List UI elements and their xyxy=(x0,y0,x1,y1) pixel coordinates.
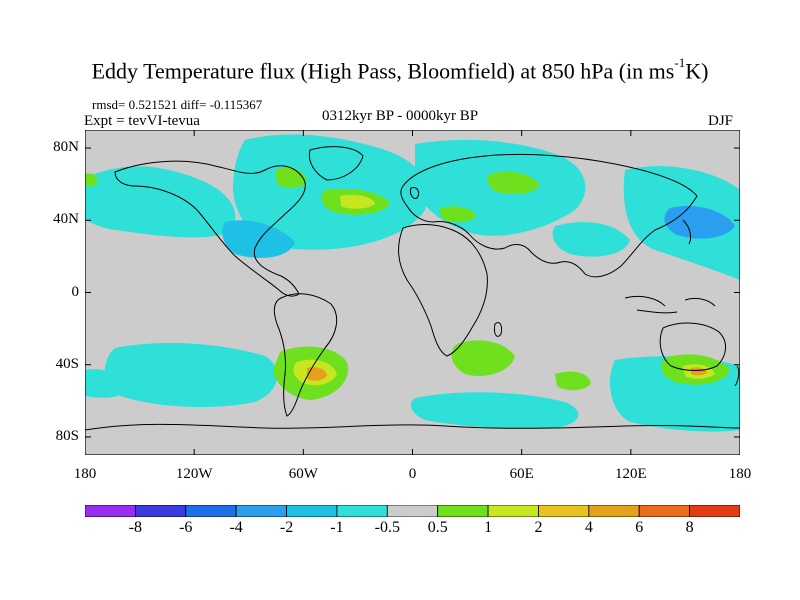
colorbar-swatch xyxy=(134,505,187,517)
colorbar-swatch xyxy=(538,505,590,517)
region-indian-ocean-green xyxy=(555,371,591,391)
region-north-america-lightblue xyxy=(222,220,295,258)
x-tick-label: 60E xyxy=(509,466,534,482)
colorbar-swatch xyxy=(235,505,287,517)
colorbar-swatch xyxy=(386,505,439,517)
coast-south-america xyxy=(273,293,338,417)
colorbar-label: -8 xyxy=(128,519,143,536)
stats-line: rmsd= 0.521521 diff= -0.115367 xyxy=(92,97,263,112)
coast-greenland xyxy=(308,146,364,181)
colorbar-label: 1 xyxy=(484,519,493,536)
region-south-indian-cyan xyxy=(410,392,579,429)
colorbar-swatch xyxy=(85,505,136,517)
colorbar-swatch xyxy=(638,505,691,517)
colorbar-label: -0.5 xyxy=(374,519,400,536)
x-tick-label: 120W xyxy=(175,466,213,482)
region-south-atlantic-orange xyxy=(307,367,327,381)
coast-uk xyxy=(410,187,420,199)
y-tick-label: 80N xyxy=(53,139,79,156)
colorbar-swatch xyxy=(689,505,740,517)
x-tick-label: 120E xyxy=(614,466,647,482)
colorbar-label: -1 xyxy=(330,519,344,536)
y-tick-label: 80S xyxy=(55,427,79,444)
colorbar-label: 6 xyxy=(635,519,644,536)
region-mediterranean-green xyxy=(440,206,477,223)
coast-africa xyxy=(398,224,488,357)
colorbar-label: 2 xyxy=(534,519,543,536)
coast-eurasia xyxy=(400,153,698,278)
coast-antarctica xyxy=(85,423,740,431)
region-south-africa-green xyxy=(451,340,515,376)
season-label: DJF xyxy=(708,113,734,129)
y-tick-label: 40S xyxy=(55,355,79,372)
map-plot xyxy=(85,130,740,455)
colorbar-swatch xyxy=(336,505,388,517)
coast-north-america xyxy=(114,160,306,297)
colorbar-label: -6 xyxy=(179,519,193,536)
coast-indonesia xyxy=(624,295,716,314)
x-tick-label: 0 xyxy=(408,466,417,482)
colorbar-label: 0.5 xyxy=(427,519,448,536)
x-tick-label: 180 xyxy=(73,466,97,482)
anomaly-field xyxy=(85,130,740,455)
tick-marks xyxy=(85,130,740,455)
coastlines xyxy=(85,146,740,431)
coast-new-zealand xyxy=(734,365,740,387)
x-tick-label: 60W xyxy=(288,466,318,482)
region-australia-orange xyxy=(691,367,707,376)
colorbar xyxy=(85,505,740,517)
colorbar-label: -2 xyxy=(279,519,294,536)
experiment-label: Expt = tevVI-tevua xyxy=(84,113,200,129)
colorbar-swatch xyxy=(588,505,640,517)
coast-madagascar xyxy=(494,321,502,337)
region-siberia-green xyxy=(487,171,540,195)
colorbar-swatch xyxy=(286,505,338,517)
colorbar-label: -4 xyxy=(229,519,243,536)
y-tick-label: 0 xyxy=(71,283,80,300)
colorbar-swatch xyxy=(487,505,539,517)
region-north-pacific-cyan xyxy=(85,166,236,238)
colorbar-label: 4 xyxy=(584,519,593,536)
region-east-asia-cyan xyxy=(552,222,630,257)
region-south-pacific-cyan xyxy=(104,342,278,408)
coast-japan xyxy=(682,219,692,245)
colorbar-swatch xyxy=(437,505,489,517)
colorbar-swatch xyxy=(185,505,237,517)
period-label: 0312kyr BP - 0000kyr BP xyxy=(322,108,479,124)
colorbar-label: 8 xyxy=(685,519,694,536)
region-south-pacific-cyan-2 xyxy=(85,369,127,398)
coast-australia xyxy=(659,322,726,371)
region-arctic-green xyxy=(85,173,98,187)
region-atlantic-yellow xyxy=(340,194,375,209)
x-tick-label: 180 xyxy=(728,466,752,482)
chart-title: Eddy Temperature flux (High Pass, Bloomf… xyxy=(91,55,709,84)
y-tick-label: 40N xyxy=(53,211,79,228)
